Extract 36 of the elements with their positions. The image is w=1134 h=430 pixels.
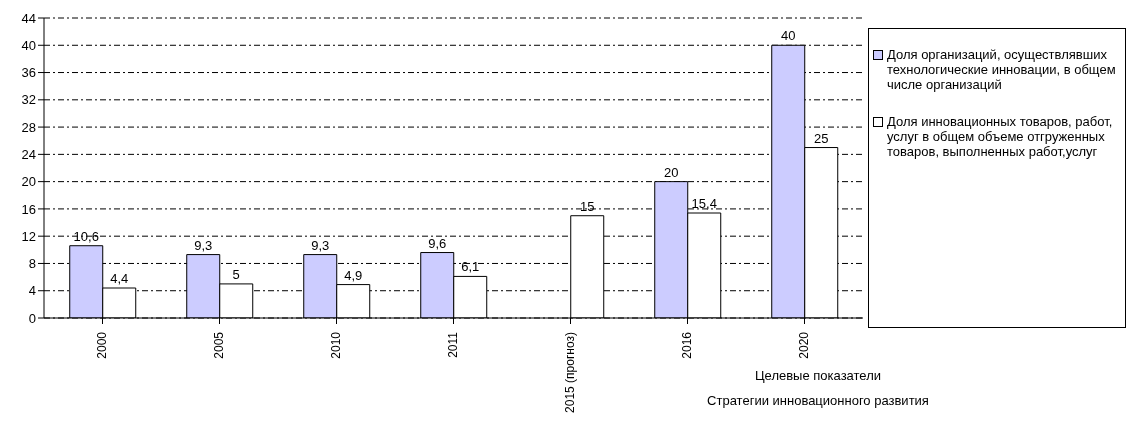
data-label: 25 <box>814 130 829 146</box>
y-tick-label: 4 <box>28 283 36 299</box>
legend-label: Доля инновационных товаров, работ, услуг в общем объеме отгруженных товаров, выполненных работ,услуг <box>887 114 1114 159</box>
x-tick-label: 2020 <box>796 331 811 359</box>
data-label: 40 <box>781 28 796 44</box>
x-tick-label: 2010 <box>328 331 343 359</box>
x-tick-label: 2016 <box>679 331 694 359</box>
data-label: 4,4 <box>110 271 129 286</box>
y-tick-label: 28 <box>21 119 36 135</box>
data-label: 10,6 <box>73 228 99 244</box>
y-tick-label: 20 <box>21 174 36 190</box>
data-label: 15 <box>580 198 595 214</box>
text: Стратегии инновационного развития <box>706 393 930 408</box>
x-tick-label: 2000 <box>94 331 109 359</box>
data-label: 4,9 <box>344 267 363 283</box>
x-tick-label: 2015 (прогноз) <box>562 332 577 413</box>
data-label: 6,1 <box>461 259 480 275</box>
y-tick-label: 0 <box>28 310 36 326</box>
y-tick-label: 36 <box>21 65 36 81</box>
text: Целевые показатели <box>754 368 882 383</box>
y-tick-label: 16 <box>21 201 36 217</box>
y-tick-label: 44 <box>21 10 36 26</box>
x-tick-label: 2005 <box>211 331 226 359</box>
data-label: 5 <box>232 266 240 282</box>
y-tick-label: 32 <box>21 92 36 108</box>
x-tick-label: 2011 <box>445 331 460 358</box>
y-tick-label: 24 <box>21 146 36 162</box>
legend-label: Доля организаций, осуществлявших технологические инновации, в общем числе организаций <box>887 47 1117 92</box>
y-tick-label: 12 <box>21 228 36 244</box>
y-tick-label: 40 <box>21 37 36 53</box>
data-label: 9,3 <box>311 237 330 253</box>
y-tick-label: 8 <box>28 256 36 272</box>
data-label: 9,3 <box>194 237 213 253</box>
data-label: 15,4 <box>691 196 717 211</box>
data-label: 9,6 <box>428 235 447 251</box>
data-label: 20 <box>664 164 679 180</box>
